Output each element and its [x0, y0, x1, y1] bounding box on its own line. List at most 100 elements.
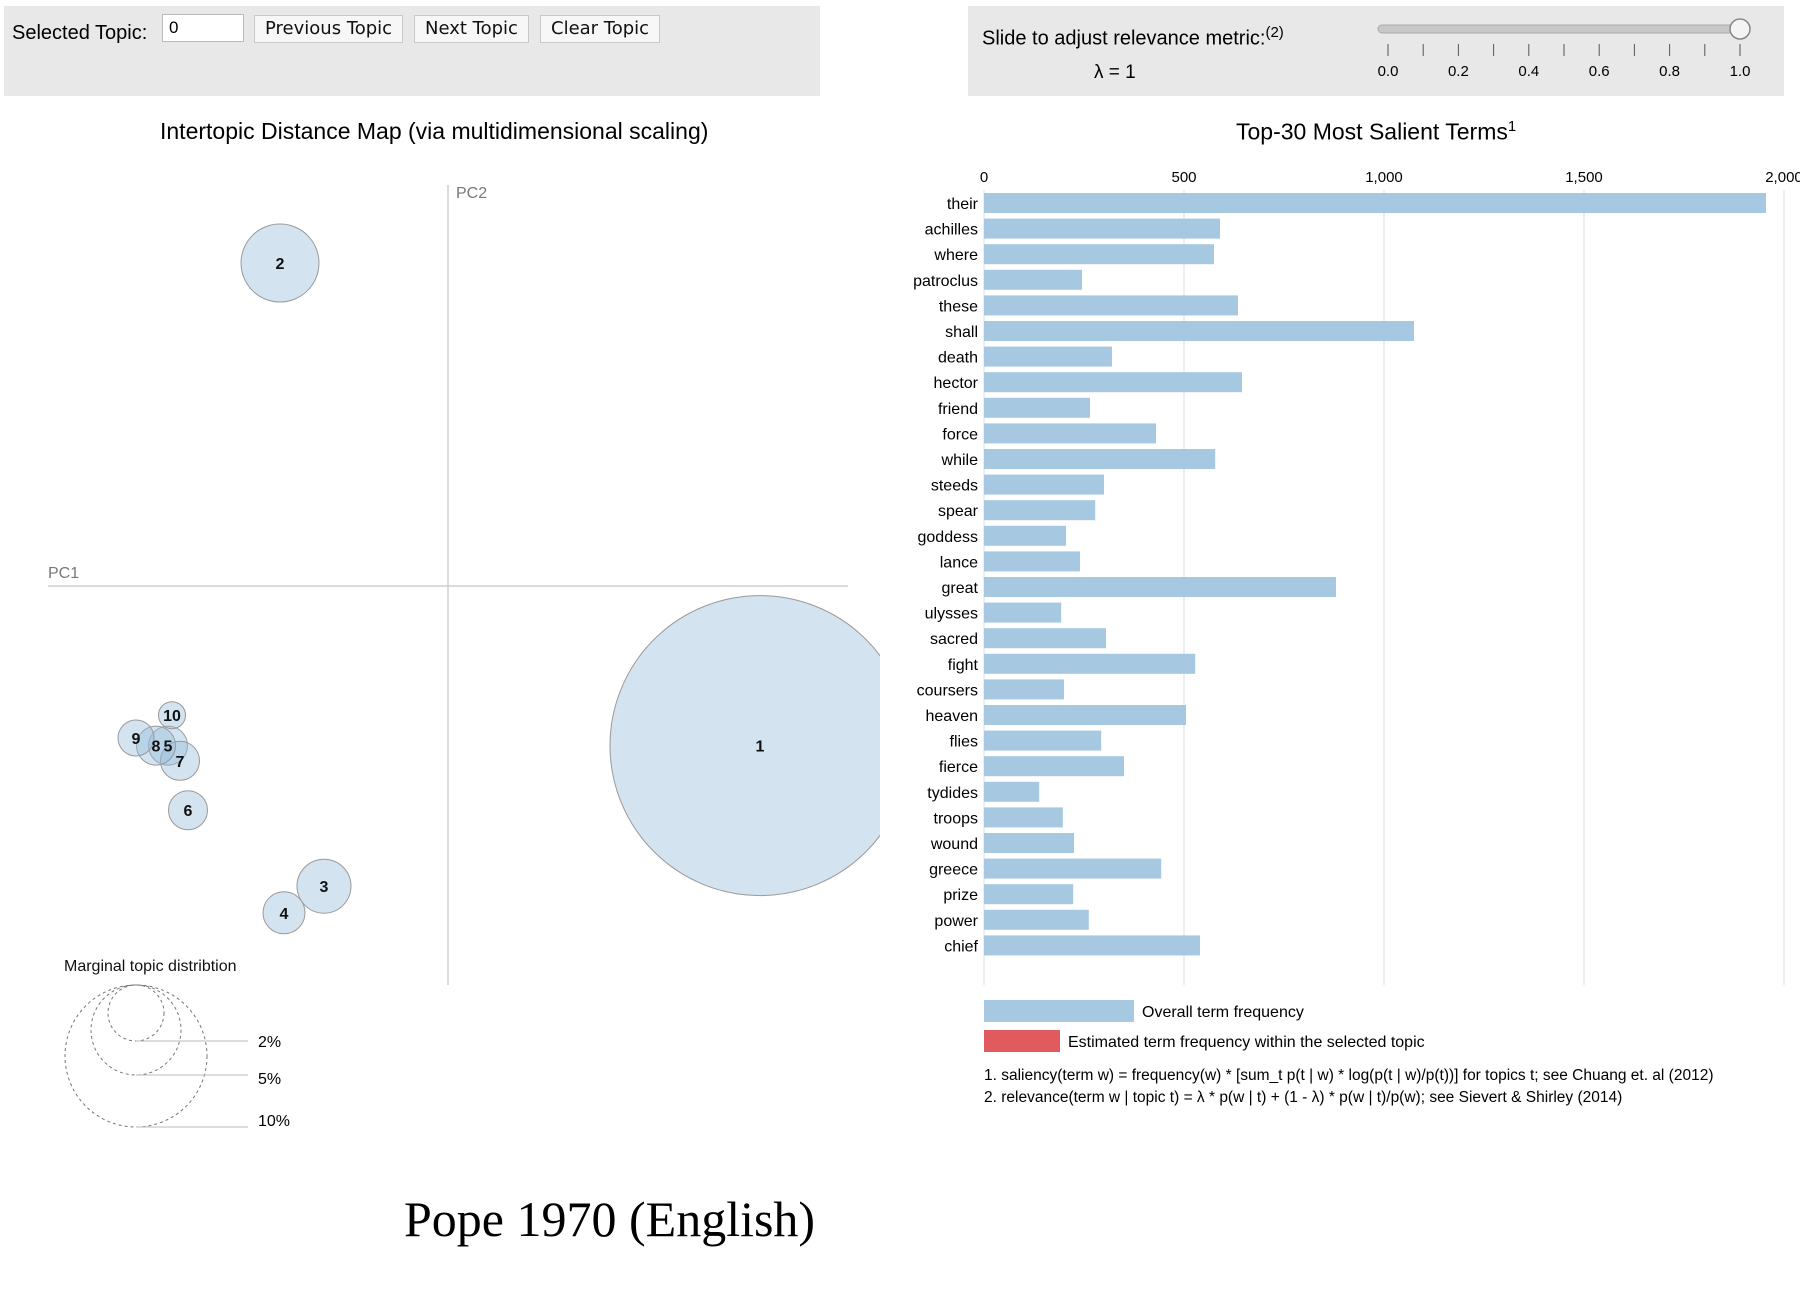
term-label-where[interactable]: where — [933, 247, 978, 264]
topic-circle-2[interactable] — [240, 223, 320, 303]
term-bar-force[interactable] — [984, 423, 1156, 444]
term-bar-goddess[interactable] — [984, 525, 1066, 546]
topic-circle-7[interactable] — [160, 740, 200, 781]
term-label-death[interactable]: death — [938, 350, 978, 367]
slider-tick-label: 0.6 — [1589, 63, 1610, 80]
term-bar-spear[interactable] — [984, 500, 1096, 521]
term-bar-their[interactable] — [984, 193, 1766, 213]
term-label-achilles[interactable]: achilles — [925, 222, 978, 239]
topic-circle-1[interactable] — [609, 595, 880, 897]
term-label-sacred[interactable]: sacred — [930, 631, 978, 648]
intertopic-distance-map[interactable]: PC2 PC1 1 2 3 4 5 6 789 10 Marginal topic distr… — [0, 160, 880, 1180]
relevance-slider[interactable]: 0.0 0.2 0.4 0.6 0.8 1.0 — [968, 6, 1784, 96]
topic-label-9[interactable]: 9 — [132, 731, 141, 748]
term-label-spear[interactable]: spear — [938, 503, 979, 520]
term-label-power[interactable]: power — [934, 913, 978, 930]
term-label-shall[interactable]: shall — [945, 324, 978, 341]
topic-label-7[interactable]: 7 — [176, 754, 185, 771]
term-label-heaven[interactable]: heaven — [926, 708, 979, 725]
selected-topic-input[interactable] — [162, 14, 244, 42]
previous-topic-button[interactable]: Previous Topic — [254, 15, 404, 43]
slider-tick-label: 0.2 — [1448, 63, 1469, 80]
term-bar-wound[interactable] — [984, 833, 1074, 853]
topic-circle-9[interactable] — [117, 719, 155, 757]
slider-track[interactable] — [1377, 24, 1739, 34]
topic-circle-4[interactable] — [262, 891, 306, 935]
term-label-these[interactable]: these — [939, 298, 978, 315]
slider-thumb[interactable] — [1729, 18, 1751, 40]
term-label-wound[interactable]: wound — [930, 836, 978, 853]
term-label-goddess[interactable]: goddess — [918, 529, 979, 546]
topic-label-4[interactable]: 4 — [280, 906, 289, 923]
term-label-greece[interactable]: greece — [929, 862, 978, 879]
term-label-chief[interactable]: chief — [944, 938, 978, 955]
term-bar-prize[interactable] — [984, 884, 1074, 905]
marginal-label-10: 10% — [258, 1113, 290, 1130]
topic-label-2[interactable]: 2 — [276, 256, 285, 273]
term-label-while[interactable]: while — [941, 452, 979, 469]
term-bar-these[interactable] — [984, 295, 1238, 316]
term-bar-sacred[interactable] — [984, 628, 1106, 649]
term-bar-greece[interactable] — [984, 858, 1162, 879]
term-label-force[interactable]: force — [942, 426, 978, 443]
clear-topic-button[interactable]: Clear Topic — [540, 15, 661, 43]
term-label-ulysses[interactable]: ulysses — [925, 606, 978, 623]
term-label-friend[interactable]: friend — [938, 401, 978, 418]
term-bar-chief[interactable] — [984, 935, 1200, 956]
term-label-lance[interactable]: lance — [940, 554, 978, 571]
term-bar-power[interactable] — [984, 909, 1089, 930]
term-bar-fierce[interactable] — [984, 756, 1124, 777]
term-bar-shall[interactable] — [984, 321, 1414, 341]
term-label-steeds[interactable]: steeds — [931, 478, 978, 495]
next-topic-button[interactable]: Next Topic — [414, 15, 529, 43]
salient-note-ref: 1 — [1507, 118, 1517, 135]
topic-control-panel: Selected Topic: Previous Topic Next Topi… — [4, 6, 820, 96]
topic-circle-3[interactable] — [296, 858, 352, 914]
term-bar-patroclus[interactable] — [984, 269, 1082, 290]
pc1-label: PC1 — [48, 565, 79, 582]
slider-tick-label: 1.0 — [1730, 63, 1751, 80]
term-bar-lance[interactable] — [984, 551, 1080, 572]
topic-label-6[interactable]: 6 — [184, 803, 193, 820]
topic-label-5[interactable]: 5 — [164, 739, 173, 756]
term-label-great[interactable]: great — [942, 580, 979, 597]
term-label-flies[interactable]: flies — [950, 734, 978, 751]
term-label-hector[interactable]: hector — [934, 375, 979, 392]
term-label-coursers[interactable]: coursers — [917, 682, 978, 699]
term-bar-friend[interactable] — [984, 397, 1090, 418]
slider-tick-label: 0.0 — [1378, 63, 1399, 80]
term-bar-death[interactable] — [984, 346, 1112, 367]
term-label-tydides[interactable]: tydides — [927, 785, 978, 802]
topic-label-8[interactable]: 8 — [152, 739, 161, 756]
term-bar-fight[interactable] — [984, 653, 1196, 674]
topic-label-1[interactable]: 1 — [756, 739, 765, 756]
term-bar-hector[interactable] — [984, 372, 1242, 393]
term-bar-flies[interactable] — [984, 730, 1102, 751]
term-bar-ulysses[interactable] — [984, 602, 1062, 623]
term-label-fierce[interactable]: fierce — [939, 759, 978, 776]
topic-circle-10[interactable] — [158, 701, 186, 730]
term-bar-where[interactable] — [984, 244, 1214, 265]
term-label-their[interactable]: their — [947, 196, 979, 213]
topic-circle-6[interactable] — [168, 790, 208, 831]
figure-caption: Pope 1970 (English) — [404, 1191, 816, 1247]
term-bar-great[interactable] — [984, 577, 1336, 597]
topic-label-3[interactable]: 3 — [320, 879, 329, 896]
term-bar-achilles[interactable] — [984, 218, 1220, 239]
term-bar-troops[interactable] — [984, 807, 1063, 828]
term-bar-heaven[interactable] — [984, 705, 1186, 725]
term-bar-steeds[interactable] — [984, 474, 1104, 495]
topic-label-10[interactable]: 10 — [163, 708, 181, 725]
term-label-prize[interactable]: prize — [943, 887, 978, 904]
term-bar-tydides[interactable] — [984, 781, 1040, 802]
term-bar-while[interactable] — [984, 449, 1216, 469]
term-label-troops[interactable]: troops — [934, 810, 978, 827]
relevance-note-ref: (2) — [1265, 24, 1284, 41]
selected-topic-label: Selected Topic: — [12, 22, 148, 44]
term-bar-coursers[interactable] — [984, 679, 1064, 700]
term-label-fight[interactable]: fight — [948, 657, 979, 674]
topic-circle-8[interactable] — [136, 725, 176, 766]
x-tick-label: 1,000 — [1365, 169, 1403, 186]
term-label-patroclus[interactable]: patroclus — [913, 273, 978, 290]
x-tick-label: 1,500 — [1565, 169, 1603, 186]
